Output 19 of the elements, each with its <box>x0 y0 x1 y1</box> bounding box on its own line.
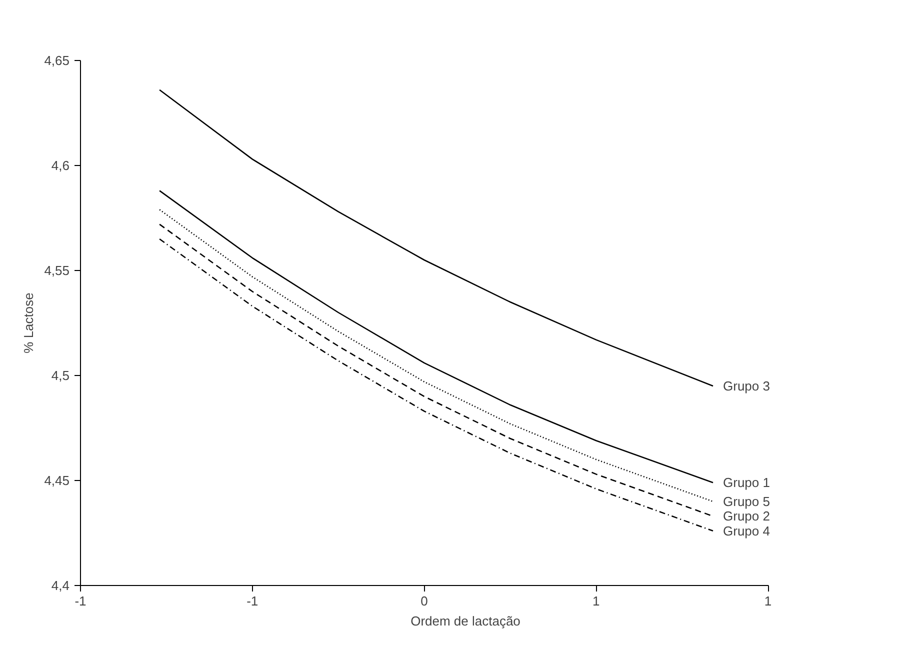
x-tick-label: -1 <box>246 594 258 608</box>
series-label: Grupo 1 <box>723 475 770 490</box>
y-axis-title: % Lactose <box>21 292 36 354</box>
series-label: Grupo 5 <box>723 494 770 509</box>
y-tick-label: 4,4 <box>51 578 70 593</box>
x-tick-label: 0 <box>420 594 428 608</box>
x-tick-label: 1 <box>764 594 772 608</box>
y-tick-label: 4,5 <box>51 368 70 383</box>
y-tick-label: 4,55 <box>44 263 70 278</box>
series-label: Grupo 3 <box>723 378 770 394</box>
series-label: Grupo 4 <box>723 523 770 538</box>
y-tick-label: 4,45 <box>44 473 70 488</box>
series-label: Grupo 2 <box>723 508 770 524</box>
line-series <box>158 89 714 387</box>
x-tick-label: -1 <box>74 594 86 608</box>
x-axis-title: Ordem de lactação <box>410 614 520 628</box>
x-tick-label: 1 <box>592 594 600 608</box>
y-tick-label: 4,6 <box>51 158 70 173</box>
y-tick-label: 4,65 <box>44 53 70 68</box>
